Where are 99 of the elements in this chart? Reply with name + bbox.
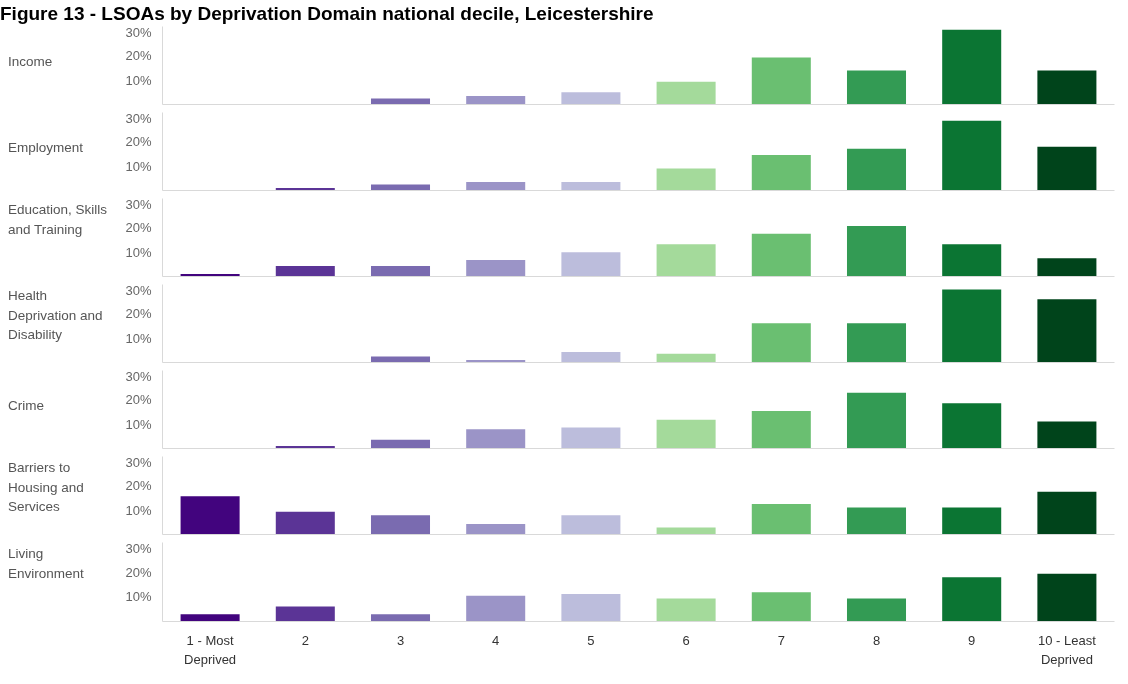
x-tick-label: 6	[682, 632, 690, 648]
y-axis-title: Living Environment	[8, 545, 85, 583]
x-tick-label: 5	[587, 632, 595, 648]
bar	[751, 233, 811, 277]
bar	[180, 496, 240, 535]
bar	[466, 595, 526, 622]
y-tick-label: 20%	[125, 220, 152, 236]
y-tick-label: 20%	[125, 306, 152, 322]
bar	[561, 252, 621, 277]
y-tick-label: 30%	[125, 24, 152, 40]
bar	[942, 120, 1002, 191]
bar	[846, 392, 907, 449]
bar	[846, 148, 907, 191]
y-tick-label: 10%	[125, 330, 152, 346]
y-tick-label: 30%	[125, 454, 152, 470]
x-tick-label: 9	[968, 632, 976, 648]
bar	[370, 614, 431, 622]
y-axis-title: Barriers to Housing and Services	[8, 459, 85, 517]
bar	[656, 598, 716, 622]
bar	[1037, 146, 1097, 191]
bar	[846, 598, 907, 622]
bar	[942, 289, 1002, 363]
bar	[1037, 70, 1097, 105]
x-tick-label: 7	[777, 632, 785, 648]
bar	[1037, 491, 1097, 535]
bar	[1037, 258, 1097, 277]
bar	[751, 154, 811, 191]
y-tick-label: 20%	[125, 134, 152, 150]
x-tick-label: 3	[396, 632, 405, 648]
bar	[942, 507, 1002, 535]
bar	[846, 70, 907, 105]
bar	[466, 259, 526, 277]
chart-title: Figure 13 - LSOAs by Deprivation Domain national decile, Leicestershire	[0, 3, 654, 24]
bar	[846, 323, 907, 363]
y-tick-label: 10%	[125, 244, 152, 260]
x-tick-label: 4	[492, 632, 500, 648]
bar	[751, 323, 811, 363]
bar	[466, 429, 526, 449]
bar	[370, 439, 431, 449]
x-tick-label: 10 - Least Deprived	[1037, 632, 1097, 667]
y-tick-label: 10%	[125, 416, 152, 432]
y-axis-title: Health Deprivation and Disability	[8, 287, 104, 345]
y-tick-label: 20%	[125, 564, 152, 580]
bar	[1037, 421, 1097, 449]
y-tick-label: 30%	[125, 110, 152, 126]
bar	[180, 614, 240, 622]
bar	[751, 410, 811, 449]
y-tick-label: 30%	[125, 540, 152, 556]
x-tick-label: 2	[301, 632, 309, 648]
y-tick-label: 20%	[125, 478, 152, 494]
y-axis-title: Employment	[8, 139, 84, 157]
y-axis-title: Crime	[8, 397, 44, 415]
bar	[751, 592, 811, 622]
bar	[656, 527, 716, 535]
bar	[275, 266, 335, 277]
x-tick-label: 1 - Most Deprived	[184, 632, 237, 667]
bar	[370, 266, 431, 277]
y-tick-label: 10%	[125, 72, 152, 88]
bar	[561, 427, 621, 449]
y-axis-title: Education, Skills and Training	[8, 201, 109, 239]
y-tick-label: 10%	[125, 158, 152, 174]
bar	[656, 353, 716, 363]
bar	[561, 515, 621, 535]
bar	[656, 419, 716, 449]
bar	[1037, 573, 1097, 622]
bar	[942, 244, 1002, 277]
bar	[751, 504, 811, 535]
bar	[561, 92, 621, 105]
bar	[942, 577, 1002, 622]
y-tick-label: 20%	[125, 392, 152, 408]
bar	[561, 181, 621, 191]
bar	[275, 511, 335, 535]
y-axis-title: Income	[8, 53, 53, 71]
bar	[751, 57, 811, 105]
bar	[561, 594, 621, 622]
bar	[275, 606, 335, 622]
y-tick-label: 10%	[125, 589, 152, 605]
bar	[466, 524, 526, 535]
bar	[656, 168, 716, 191]
bar	[942, 403, 1002, 449]
y-tick-label: 10%	[125, 502, 152, 518]
y-tick-label: 30%	[125, 282, 152, 298]
bar	[846, 507, 907, 535]
bar	[656, 81, 716, 105]
y-tick-label: 30%	[125, 196, 152, 212]
bar	[370, 184, 431, 191]
bar	[846, 226, 907, 277]
bar	[1037, 299, 1097, 363]
bar	[466, 181, 526, 191]
y-tick-label: 20%	[125, 48, 152, 64]
bar	[466, 95, 526, 105]
bar	[942, 29, 1002, 105]
y-tick-label: 30%	[125, 368, 152, 384]
bar	[370, 98, 431, 105]
bar	[370, 356, 431, 363]
bar	[656, 244, 716, 277]
bar	[561, 352, 621, 363]
bar	[370, 515, 431, 535]
x-tick-label: 8	[872, 632, 881, 648]
